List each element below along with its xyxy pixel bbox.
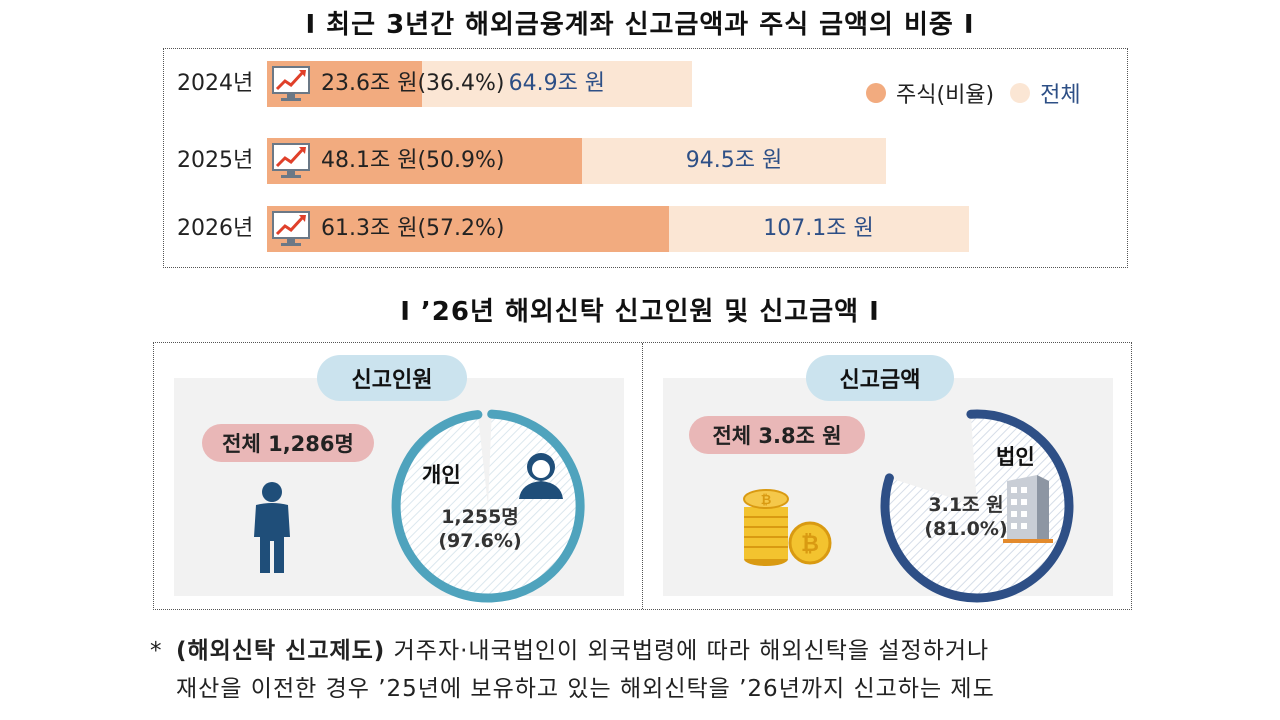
bar-category-label: 2024년 [177,71,254,96]
bar-category-label: 2026년 [177,216,254,241]
bar-share [267,138,583,184]
bar-total-label: 94.5조 원 [685,148,783,173]
footnote-line-1-text: 거주자·내국법인이 외국법령에 따라 해외신탁을 설정하거나 [385,638,990,664]
reporters-pill: 신고인원 [317,355,467,401]
legend: 주식(비율) 전체 [866,75,1081,111]
chart-trend-icon [271,210,311,248]
bar-total-label: 107.1조 원 [763,216,874,241]
person-icon [254,482,290,573]
footnote-heading: (해외신탁 신고제도) [176,638,386,664]
bar-chart-panel: 2024년 23.6조 원(36.4%) 64.9조 원 2025년 48.1조 원(5… [163,48,1128,268]
reporters-slice-value: 1,255명 (97.6%) [425,505,535,553]
bar-share-label: 23.6조 원(36.4%) [321,71,505,96]
trust-panel: 신고인원 전체 1,286명 개인 1,255명 (97.6%) 신고금액 전체… [153,342,1132,610]
amount-pill: 신고금액 [806,355,954,401]
reporters-slice-label: 개인 [422,463,461,487]
legend-total-label: 전체 [1040,83,1081,108]
reporters-percent: (97.6%) [438,530,522,552]
svg-text:₿: ₿ [761,493,772,508]
bar-total-label: 64.9조 원 [508,71,606,96]
bar-share [267,206,669,252]
footnote-line-1: (해외신탁 신고제도) 거주자·내국법인이 외국법령에 따라 해외신탁을 설정하… [176,632,989,670]
amount-total-badge: 전체 3.8조 원 [689,416,865,454]
amount-donut-slice [885,413,1070,598]
chart-title-overseas-trust: Ι ’26년 해외신탁 신고인원 및 신고금액 Ι [400,297,880,327]
bar-category-label: 2025년 [177,148,254,173]
chart-trend-icon [271,65,311,103]
amount-slice-value: 3.1조 원 (81.0%) [911,493,1021,541]
footnote-line-2: 재산을 이전한 경우 ’25년에 보유하고 있는 해외신탁을 ’26년까지 신고… [176,676,995,702]
panel-divider [642,343,643,609]
legend-total-swatch [1010,83,1031,103]
amount-donut [880,409,1074,603]
amount-value: 3.1조 원 [928,494,1004,516]
legend-share-swatch [866,83,886,103]
reporters-donut-ring [391,409,585,603]
reporters-count: 1,255명 [441,506,519,528]
svg-text:₿: ₿ [801,532,819,557]
legend-share-label: 주식(비율) [896,83,995,108]
bar-share-label: 48.1조 원(50.9%) [321,148,505,173]
chart-trend-icon [271,142,311,180]
building-icon [1003,475,1053,543]
amount-slice-label: 법인 [996,445,1035,469]
chart-title-overseas-accounts: Ι 최근 3년간 해외금융계좌 신고금액과 주식 금액의 비중 Ι [305,10,975,40]
bitcoin-coins-icon: ₿ ₿ [743,489,832,566]
footnote-marker: * [150,638,163,664]
amount-donut-ring [880,409,1074,603]
bar-share-label: 61.3조 원(57.2%) [321,216,505,241]
reporters-total-badge: 전체 1,286명 [202,424,374,462]
amount-percent: (81.0%) [924,518,1008,540]
individual-avatar-icon [519,453,563,499]
